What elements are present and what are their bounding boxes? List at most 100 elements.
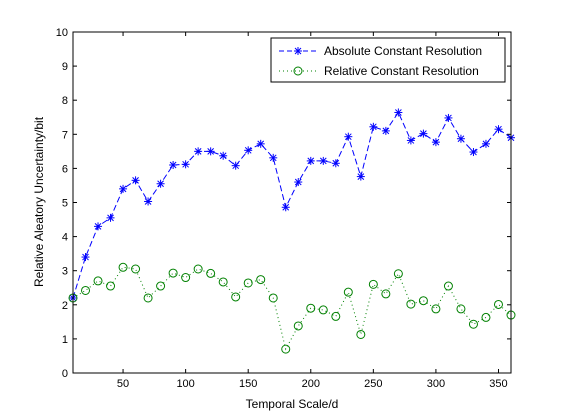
legend-circle-marker-icon: [293, 66, 303, 76]
data-point-asterisk: [144, 197, 153, 206]
data-point-circle: [481, 312, 491, 322]
data-point-asterisk: [431, 138, 440, 147]
y-tick-label: 4: [62, 232, 68, 244]
data-point-asterisk: [331, 159, 340, 168]
x-tick-label: 150: [239, 378, 257, 390]
data-point-asterisk: [319, 156, 328, 165]
y-tick-label: 8: [62, 95, 68, 107]
data-point-asterisk: [119, 184, 128, 193]
data-point-asterisk: [269, 153, 278, 162]
data-point-circle: [306, 303, 316, 313]
data-point-asterisk: [381, 126, 390, 135]
x-tick-label: 50: [117, 378, 129, 390]
data-point-asterisk: [94, 222, 103, 231]
data-point-circle: [231, 292, 241, 302]
y-tick-label: 7: [62, 129, 68, 141]
data-point-circle: [281, 344, 291, 354]
data-point-circle: [131, 264, 141, 274]
y-tick-label: 3: [62, 266, 68, 278]
data-point-circle: [181, 273, 191, 283]
series-layer: [68, 108, 516, 354]
data-point-circle: [456, 304, 466, 314]
y-tick-label: 9: [62, 61, 68, 73]
data-point-asterisk: [281, 203, 290, 212]
data-point-asterisk: [156, 179, 165, 188]
data-point-asterisk: [356, 172, 365, 181]
x-tick-label: 250: [364, 378, 382, 390]
data-point-asterisk: [444, 113, 453, 122]
data-point-asterisk: [456, 134, 465, 143]
data-point-circle: [93, 276, 103, 286]
data-point-asterisk: [481, 139, 490, 148]
x-axis-label: Temporal Scale/d: [246, 397, 339, 411]
data-point-asterisk: [294, 178, 303, 187]
data-point-circle: [418, 296, 428, 306]
data-point-circle: [493, 299, 503, 309]
y-tick-label: 10: [56, 27, 68, 39]
data-point-circle: [331, 311, 341, 321]
data-point-asterisk: [106, 213, 115, 222]
series-absolute: [69, 108, 515, 302]
data-point-asterisk: [244, 146, 253, 155]
data-point-circle: [356, 329, 366, 339]
data-point-asterisk: [494, 125, 503, 134]
plot-frame: [72, 31, 512, 374]
data-point-asterisk: [169, 160, 178, 169]
y-tick-label: 1: [62, 334, 68, 346]
legend: Absolute Constant Resolution Relative Co…: [270, 37, 506, 83]
data-point-asterisk: [181, 160, 190, 169]
data-point-circle: [393, 269, 403, 279]
legend-entry-absolute: Absolute Constant Resolution: [279, 44, 482, 58]
x-tick-label: 100: [176, 378, 194, 390]
data-point-circle: [81, 285, 91, 295]
x-tick-label: 350: [489, 378, 507, 390]
data-point-circle: [193, 264, 203, 274]
data-point-asterisk: [81, 253, 90, 262]
data-point-asterisk: [394, 108, 403, 117]
data-point-circle: [243, 278, 253, 288]
y-tick-label: 2: [62, 300, 68, 312]
legend-entry-relative: Relative Constant Resolution: [279, 64, 479, 78]
data-point-circle: [118, 262, 128, 272]
data-point-circle: [156, 281, 166, 291]
legend-label-absolute: Absolute Constant Resolution: [324, 44, 482, 58]
data-point-circle: [431, 304, 441, 314]
data-point-circle: [218, 277, 228, 287]
data-point-asterisk: [469, 148, 478, 157]
data-point-circle: [343, 287, 353, 297]
data-point-asterisk: [131, 176, 140, 185]
data-point-circle: [406, 299, 416, 309]
data-point-circle: [318, 305, 328, 315]
data-point-asterisk: [256, 139, 265, 148]
data-point-asterisk: [206, 147, 215, 156]
x-tick-label: 300: [427, 378, 445, 390]
legend-asterisk-marker-icon: [294, 47, 302, 55]
legend-box: [270, 37, 506, 83]
legend-asterisk: [294, 47, 302, 55]
y-tick-label: 5: [62, 198, 68, 210]
series-line: [72, 111, 512, 299]
data-point-circle: [206, 268, 216, 278]
data-point-circle: [268, 293, 278, 303]
data-point-asterisk: [194, 147, 203, 156]
data-point-asterisk: [306, 156, 315, 165]
x-axis-ticks: 50 100 150 200 250 300 350: [117, 32, 508, 390]
x-tick-label: 200: [302, 378, 320, 390]
data-point-circle: [168, 268, 178, 278]
y-axis-label: Relative Aleatory Uncertainty/bit: [32, 116, 46, 287]
data-point-circle: [468, 319, 478, 329]
data-point-asterisk: [231, 161, 240, 170]
data-point-circle: [443, 281, 453, 291]
legend-label-relative: Relative Constant Resolution: [324, 64, 479, 78]
data-point-asterisk: [344, 132, 353, 141]
data-point-circle: [368, 279, 378, 289]
y-tick-label: 6: [62, 163, 68, 175]
data-point-asterisk: [419, 129, 428, 138]
data-point-circle: [106, 281, 116, 291]
data-point-asterisk: [369, 122, 378, 131]
data-point-circle: [256, 275, 266, 285]
y-tick-label: 0: [62, 368, 68, 380]
plot-area: [73, 32, 511, 373]
data-point-asterisk: [406, 136, 415, 145]
